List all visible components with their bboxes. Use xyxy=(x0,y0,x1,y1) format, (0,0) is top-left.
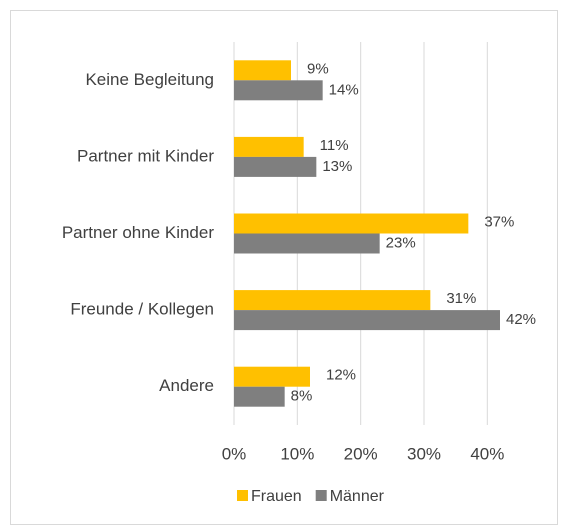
data-label: 13% xyxy=(322,158,352,175)
y-tick-label: Freunde / Kollegen xyxy=(70,300,214,319)
y-tick-label: Andere xyxy=(159,376,214,395)
x-tick-label: 10% xyxy=(280,444,314,463)
legend-label: Männer xyxy=(330,488,385,505)
y-tick-label: Keine Begleitung xyxy=(85,70,214,89)
bar xyxy=(234,60,291,81)
data-label: 42% xyxy=(506,311,536,328)
data-label: 11% xyxy=(320,137,349,154)
data-label: 9% xyxy=(307,60,329,77)
legend-swatch xyxy=(237,490,248,501)
data-label: 8% xyxy=(291,388,313,405)
bar xyxy=(234,310,500,331)
bar xyxy=(234,80,323,101)
legend-swatch xyxy=(315,490,327,501)
bar xyxy=(234,156,317,177)
y-tick-label: Partner ohne Kinder xyxy=(62,223,214,242)
data-label: 23% xyxy=(386,234,416,251)
x-tick-label: 30% xyxy=(407,444,441,463)
data-label: 31% xyxy=(446,290,476,307)
bar xyxy=(234,136,304,157)
bar xyxy=(234,290,431,311)
legend-label: Frauen xyxy=(251,488,302,505)
bar xyxy=(234,213,469,234)
x-tick-label: 20% xyxy=(344,444,378,463)
y-tick-label: Partner mit Kinder xyxy=(77,146,214,165)
bar xyxy=(234,366,310,387)
bar xyxy=(234,386,285,407)
bar xyxy=(234,233,380,254)
data-label: 37% xyxy=(484,213,514,230)
data-label: 14% xyxy=(329,81,359,98)
x-tick-label: 0% xyxy=(222,444,247,463)
x-tick-label: 40% xyxy=(470,444,504,463)
data-label: 12% xyxy=(326,367,356,384)
